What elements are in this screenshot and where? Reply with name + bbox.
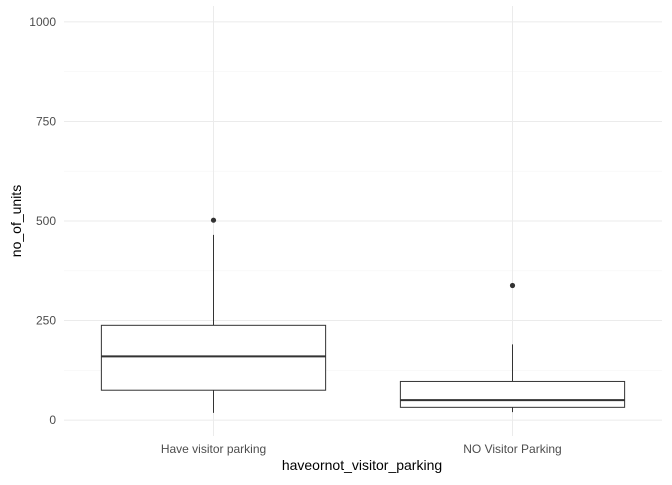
outlier-point (509, 282, 516, 289)
x-axis-title: haveornot_visitor_parking (282, 457, 442, 473)
box-group (399, 282, 626, 413)
y-tick-label: 1000 (29, 15, 56, 29)
outlier-point (210, 217, 217, 223)
y-tick-label: 250 (36, 314, 56, 328)
y-axis-tick-labels: 0 250 500 750 1000 (29, 15, 56, 427)
box-iqr (100, 324, 327, 391)
x-tick-label: NO Visitor Parking (463, 442, 561, 456)
minor-gridlines (64, 71, 662, 371)
x-tick-label: Have visitor parking (161, 442, 266, 456)
box-plots (100, 217, 626, 413)
y-tick-label: 0 (49, 413, 56, 427)
x-axis-tick-labels: Have visitor parking NO Visitor Parking (161, 442, 562, 456)
y-tick-label: 750 (36, 114, 56, 128)
y-axis-title: no_of_units (8, 185, 24, 257)
box-group (100, 217, 327, 413)
y-tick-label: 500 (36, 214, 56, 228)
box-iqr (399, 380, 626, 408)
